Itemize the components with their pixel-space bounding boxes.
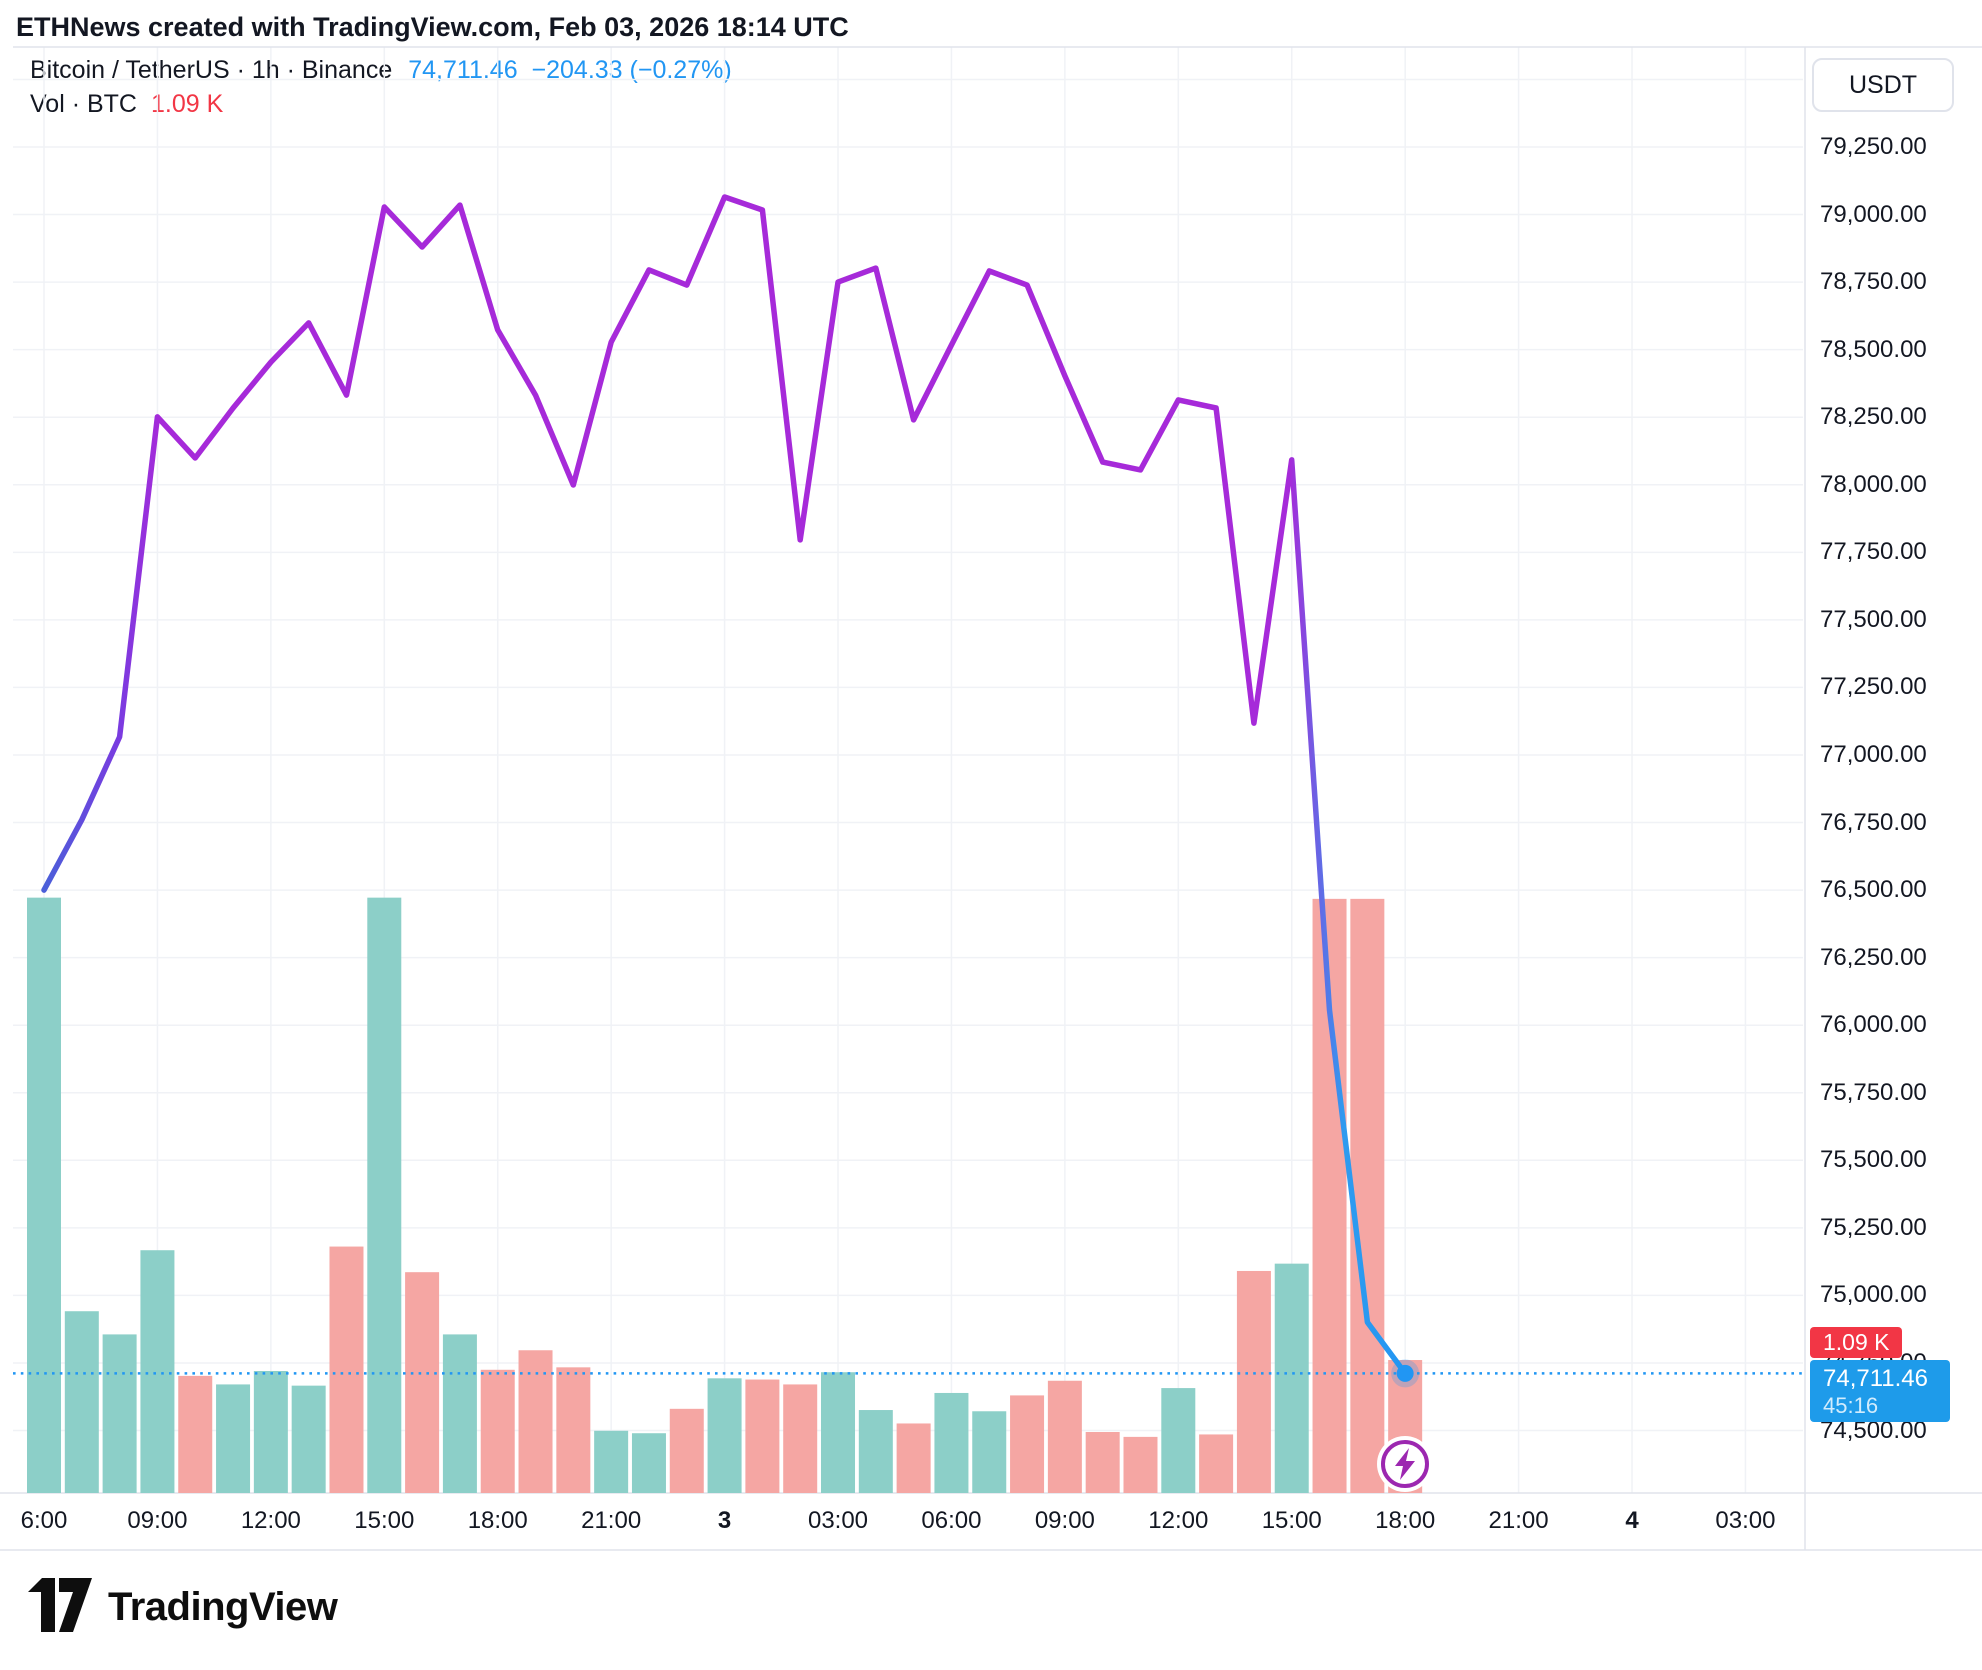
- volume-bar: [291, 1385, 326, 1493]
- last-price-value: 74,711.46: [1823, 1365, 1928, 1392]
- price-tick-label: 76,000.00: [1820, 1011, 1927, 1039]
- volume-bar: [1236, 1270, 1271, 1493]
- volume-bar: [64, 1311, 99, 1493]
- time-tick-label: 03:00: [807, 1507, 869, 1534]
- volume-value: 1.09 K: [150, 90, 224, 118]
- last-price-axis-badge: 74,711.46 45:16: [1810, 1360, 1950, 1422]
- volume-legend: Vol · BTC 1.09 K: [30, 90, 223, 119]
- volume-bar: [1047, 1380, 1082, 1493]
- price-tick-label: 78,250.00: [1820, 403, 1927, 431]
- time-tick-label: 12:00: [240, 1507, 301, 1534]
- price-tick-label: 77,000.00: [1820, 740, 1927, 768]
- volume-bar: [102, 1334, 137, 1493]
- price-tick-label: 78,750.00: [1820, 268, 1927, 296]
- price-tick-label: 75,500.00: [1820, 1146, 1927, 1174]
- time-tick-label: 12:00: [1148, 1507, 1209, 1534]
- price-tick-label: 76,500.00: [1820, 876, 1927, 904]
- time-tick-label: 21:00: [1488, 1507, 1549, 1534]
- volume-bar: [707, 1378, 742, 1493]
- volume-bar: [329, 1246, 364, 1493]
- volume-bar: [178, 1375, 213, 1493]
- time-tick-label: 3: [717, 1507, 732, 1534]
- volume-bar: [1199, 1434, 1234, 1493]
- tradingview-logo[interactable]: TradingView: [28, 1578, 338, 1636]
- price-tick-label: 77,250.00: [1820, 673, 1927, 701]
- volume-bar: [594, 1430, 629, 1493]
- price-tick-label: 74,500.00: [1820, 1416, 1927, 1444]
- volume-bar: [480, 1369, 515, 1493]
- price-tick-label: 75,000.00: [1820, 1281, 1927, 1309]
- tradingview-logo-icon: [28, 1578, 92, 1632]
- page-title: ETHNews created with TradingView.com, Fe…: [16, 12, 849, 42]
- price-tick-label: 75,250.00: [1820, 1213, 1927, 1241]
- time-tick-label: 06:00: [921, 1507, 982, 1534]
- volume-bar: [27, 897, 61, 1493]
- volume-bar: [934, 1392, 969, 1493]
- volume-bar: [1010, 1395, 1045, 1493]
- time-tick-label: 18:00: [1375, 1507, 1436, 1534]
- volume-bar: [896, 1423, 931, 1493]
- volume-bar: [972, 1411, 1007, 1493]
- time-tick-label: 03:00: [1715, 1507, 1776, 1534]
- time-tick-label: 6:00: [20, 1507, 68, 1534]
- volume-bar: [140, 1250, 175, 1493]
- bar-countdown: 45:16: [1823, 1393, 1879, 1418]
- price-tick-label: 77,750.00: [1820, 538, 1927, 566]
- volume-bar: [518, 1350, 553, 1493]
- price-tick-label: 79,000.00: [1820, 200, 1927, 228]
- volume-bar: [367, 897, 402, 1493]
- volume-bar: [556, 1367, 591, 1493]
- time-tick-label: 18:00: [467, 1507, 528, 1534]
- volume-bar: [858, 1410, 893, 1493]
- volume-bar: [1123, 1436, 1158, 1493]
- price-line: [41, 194, 1408, 1377]
- time-tick-label: 4: [1625, 1507, 1639, 1534]
- volume-bar: [405, 1272, 440, 1493]
- volume-bar: [669, 1408, 704, 1493]
- last-price-dot: [1396, 1364, 1414, 1382]
- price-tick-label: 79,250.00: [1820, 133, 1927, 160]
- price-tick-label: 78,500.00: [1820, 335, 1927, 363]
- lightning-icon: [1395, 1448, 1415, 1480]
- time-tick-label: 15:00: [1261, 1507, 1322, 1534]
- tradingview-logo-text: TradingView: [108, 1584, 338, 1629]
- volume-bar: [442, 1334, 477, 1493]
- time-tick-label: 09:00: [1034, 1507, 1095, 1534]
- volume-bar: [216, 1384, 251, 1493]
- boost-lightning-button[interactable]: [1381, 1440, 1429, 1488]
- volume-bar: [821, 1372, 856, 1493]
- volume-bar: [253, 1371, 288, 1493]
- time-tick-label: 21:00: [581, 1507, 642, 1534]
- time-tick-label: 09:00: [127, 1507, 188, 1534]
- volume-bar: [631, 1433, 666, 1493]
- price-tick-label: 76,250.00: [1820, 943, 1927, 971]
- price-tick-label: 76,750.00: [1820, 808, 1927, 836]
- volume-bar: [1161, 1388, 1196, 1493]
- volume-bar: [1350, 898, 1385, 1493]
- volume-axis-badge: 1.09 K: [1810, 1327, 1902, 1358]
- volume-label: Vol · BTC: [30, 90, 137, 118]
- currency-usdt-button[interactable]: USDT: [1812, 58, 1954, 112]
- volume-bar: [783, 1384, 818, 1493]
- price-tick-label: 78,000.00: [1820, 470, 1927, 498]
- price-tick-label: 75,750.00: [1820, 1078, 1927, 1106]
- volume-bar: [1274, 1263, 1309, 1493]
- volume-bar: [745, 1379, 780, 1493]
- volume-bar: [1085, 1432, 1120, 1493]
- time-tick-label: 15:00: [354, 1507, 415, 1534]
- price-tick-label: 77,500.00: [1820, 605, 1927, 633]
